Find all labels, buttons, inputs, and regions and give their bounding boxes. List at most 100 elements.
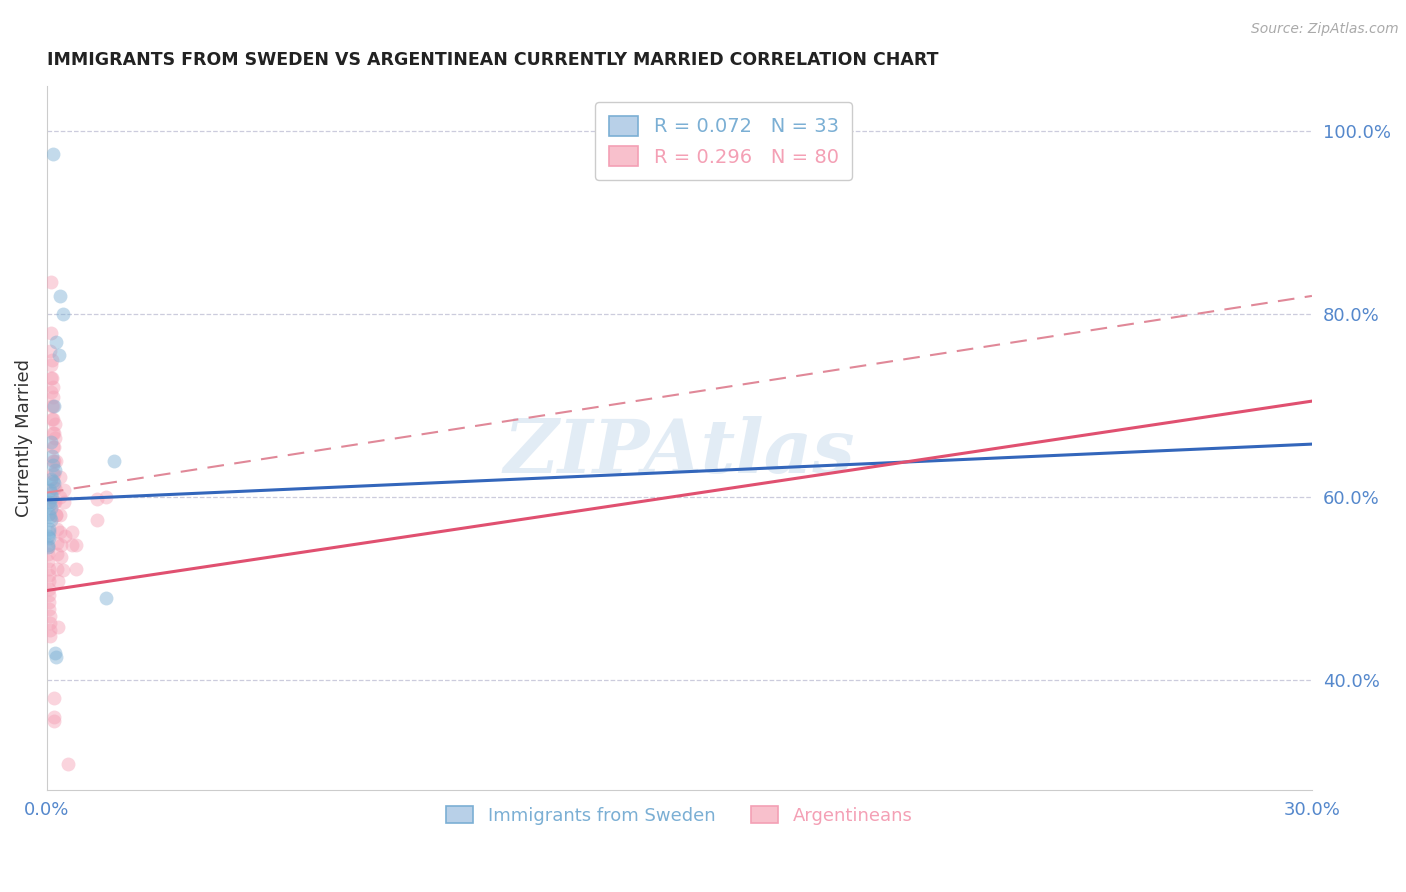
Point <box>41 353 63 368</box>
Point <box>65 561 87 575</box>
Point <box>51 549 73 564</box>
Point <box>39 498 62 512</box>
Point <box>38 510 60 524</box>
Point <box>38 595 60 609</box>
Point <box>44 453 66 467</box>
Point <box>39 384 62 399</box>
Point <box>44 399 66 413</box>
Point <box>39 275 62 289</box>
Point <box>38 507 60 521</box>
Point <box>44 710 66 724</box>
Point <box>45 508 67 523</box>
Point <box>39 513 62 527</box>
Point <box>42 467 65 482</box>
Text: ZIPAtlas: ZIPAtlas <box>503 416 855 488</box>
Point <box>46 620 69 634</box>
Point <box>94 490 117 504</box>
Point <box>42 481 65 495</box>
Point <box>49 289 72 303</box>
Point <box>103 453 125 467</box>
Text: IMMIGRANTS FROM SWEDEN VS ARGENTINEAN CURRENTLY MARRIED CORRELATION CHART: IMMIGRANTS FROM SWEDEN VS ARGENTINEAN CU… <box>46 51 938 69</box>
Point <box>53 528 76 542</box>
Point <box>42 440 65 454</box>
Point <box>41 412 63 426</box>
Point <box>46 522 69 536</box>
Point <box>39 629 62 643</box>
Point <box>51 538 73 552</box>
Y-axis label: Currently Married: Currently Married <box>15 359 32 516</box>
Point <box>42 147 65 161</box>
Point <box>38 582 60 596</box>
Point <box>38 616 60 631</box>
Point <box>48 348 70 362</box>
Point <box>38 524 60 539</box>
Point <box>94 591 117 605</box>
Point <box>38 561 60 575</box>
Text: Source: ZipAtlas.com: Source: ZipAtlas.com <box>1251 22 1399 37</box>
Point <box>60 538 83 552</box>
Point <box>49 524 72 539</box>
Point <box>86 513 108 527</box>
Point <box>41 449 63 463</box>
Point <box>42 458 65 472</box>
Point <box>45 334 67 349</box>
Point <box>37 541 59 555</box>
Legend: Immigrants from Sweden, Argentineans: Immigrants from Sweden, Argentineans <box>437 797 922 834</box>
Point <box>37 528 59 542</box>
Point <box>46 574 69 589</box>
Point <box>39 623 62 637</box>
Point <box>42 426 65 441</box>
Point <box>46 561 69 575</box>
Point <box>49 508 72 523</box>
Point <box>42 453 65 467</box>
Point <box>37 547 59 561</box>
Point <box>42 440 65 454</box>
Point <box>42 412 65 426</box>
Point <box>44 476 66 491</box>
Point <box>41 371 63 385</box>
Point <box>52 483 75 497</box>
Point <box>44 646 66 660</box>
Point <box>44 431 66 445</box>
Point <box>46 547 69 561</box>
Point <box>37 538 59 552</box>
Point <box>44 467 66 482</box>
Point <box>37 541 59 555</box>
Point <box>44 714 66 729</box>
Point <box>39 343 62 358</box>
Point <box>39 371 62 385</box>
Point <box>65 538 87 552</box>
Point <box>44 495 66 509</box>
Point <box>38 601 60 615</box>
Point <box>45 650 67 665</box>
Point <box>46 536 69 550</box>
Point <box>48 490 70 504</box>
Point <box>56 757 79 772</box>
Point <box>44 481 66 495</box>
Point <box>45 453 67 467</box>
Point <box>38 568 60 582</box>
Point <box>52 307 75 321</box>
Point <box>60 524 83 539</box>
Point <box>42 474 65 488</box>
Point <box>38 495 60 509</box>
Point <box>38 532 60 546</box>
Point <box>41 490 63 504</box>
Point <box>38 574 60 589</box>
Point <box>52 563 75 577</box>
Point <box>48 470 70 484</box>
Point <box>42 399 65 413</box>
Point <box>44 838 66 852</box>
Point <box>39 483 62 497</box>
Point <box>39 435 62 450</box>
Point <box>44 691 66 706</box>
Point <box>42 390 65 404</box>
Point <box>42 797 65 811</box>
Point <box>38 588 60 602</box>
Point <box>38 522 60 536</box>
Point <box>41 399 63 413</box>
Point <box>39 472 62 486</box>
Point <box>86 491 108 506</box>
Point <box>39 501 62 516</box>
Point <box>38 609 60 624</box>
